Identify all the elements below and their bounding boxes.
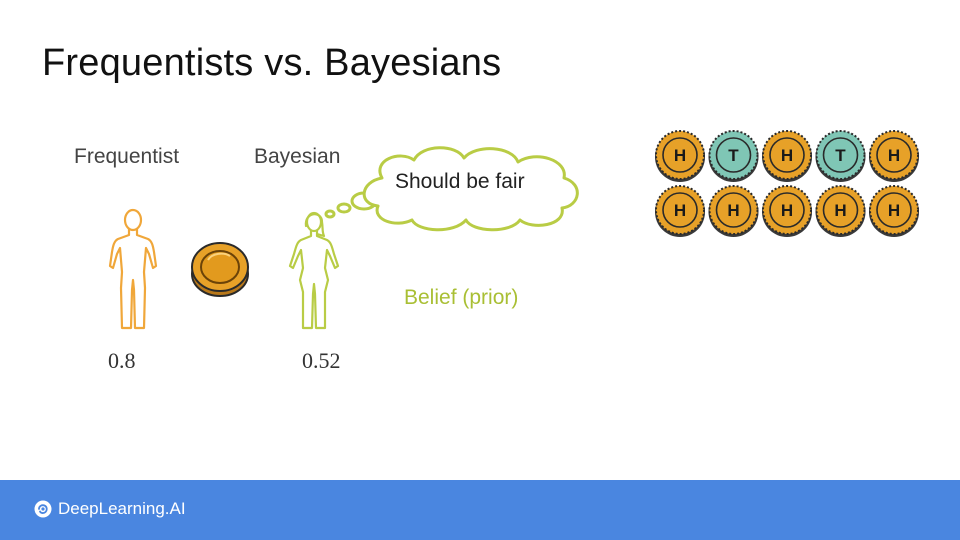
coin-face-label: H bbox=[674, 201, 686, 220]
coin-heads: H bbox=[762, 130, 812, 182]
brand-logo: DeepLearning.AI bbox=[34, 499, 186, 519]
bayesian-estimate: 0.52 bbox=[302, 348, 341, 373]
belief-prior-label: Belief (prior) bbox=[404, 286, 519, 309]
thought-text: Should be fair bbox=[395, 170, 525, 193]
coin-face-label: T bbox=[835, 146, 846, 165]
coin-heads: H bbox=[708, 185, 759, 237]
coin-heads: H bbox=[869, 130, 919, 182]
footer-bar bbox=[0, 480, 960, 540]
slide-title: Frequentists vs. Bayesians bbox=[42, 42, 502, 84]
coin-heads: H bbox=[762, 185, 812, 237]
coin-face-label: H bbox=[888, 146, 900, 165]
coin-face-label: H bbox=[727, 201, 739, 220]
coin-heads: H bbox=[815, 185, 866, 237]
coin-heads: H bbox=[869, 185, 919, 237]
frequentist-label: Frequentist bbox=[74, 145, 180, 168]
deeplearning-logo-icon bbox=[34, 500, 52, 518]
coin-tails: T bbox=[708, 130, 759, 182]
coin-face-label: H bbox=[674, 146, 686, 165]
frequentist-person-icon bbox=[108, 208, 158, 330]
coin-flip-results: H T H T H H H H H H bbox=[655, 130, 919, 237]
frequentist-estimate: 0.8 bbox=[108, 348, 136, 373]
thought-cloud-icon bbox=[324, 146, 579, 232]
bayesian-label: Bayesian bbox=[254, 145, 341, 168]
brand-name: DeepLearning.AI bbox=[58, 499, 186, 518]
coin-face-label: T bbox=[728, 146, 739, 165]
coin-face-label: H bbox=[834, 201, 846, 220]
coin-heads: H bbox=[655, 130, 705, 182]
coin-face-label: H bbox=[888, 201, 900, 220]
coin-heads: H bbox=[655, 185, 705, 237]
coin-tails: T bbox=[815, 130, 866, 182]
coin-face-label: H bbox=[781, 146, 793, 165]
coin-face-label: H bbox=[781, 201, 793, 220]
bayesian-person-icon bbox=[288, 211, 340, 330]
coin-icon bbox=[191, 242, 249, 297]
